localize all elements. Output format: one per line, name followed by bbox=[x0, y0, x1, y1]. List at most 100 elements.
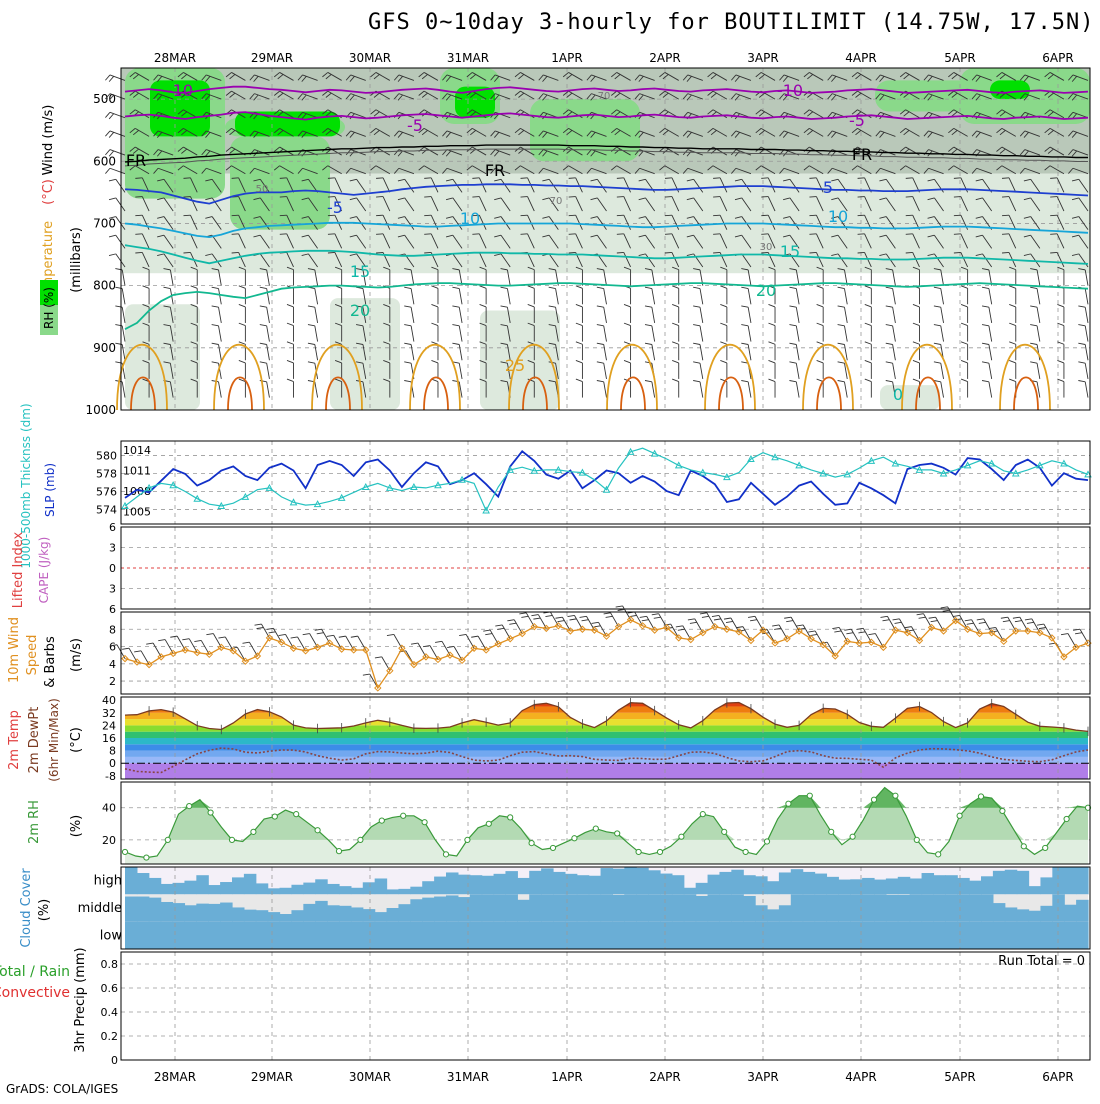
cloud-bar-middle bbox=[683, 894, 697, 922]
wind-barb bbox=[832, 93, 848, 100]
wind-barb-flag bbox=[334, 360, 342, 364]
wind-barb bbox=[671, 233, 680, 249]
wind-barb bbox=[699, 381, 704, 398]
rh-marker bbox=[271, 813, 278, 820]
wind-barb bbox=[591, 167, 607, 175]
wind-barb-flag bbox=[1071, 253, 1079, 257]
wind-barb-flag bbox=[567, 614, 575, 617]
wind-barb bbox=[506, 269, 511, 286]
wind-barb-flag bbox=[807, 74, 814, 80]
wind-barb bbox=[1001, 146, 1017, 156]
cloud-bar-low bbox=[874, 921, 887, 949]
wind-barb bbox=[699, 363, 704, 379]
wind-barb-flag bbox=[190, 304, 198, 308]
thickness-marker bbox=[698, 468, 707, 476]
wind-barb-flag bbox=[868, 633, 876, 636]
wind-barb bbox=[1084, 325, 1089, 342]
wind-barb-flag bbox=[686, 234, 694, 238]
wind-barb-flag bbox=[779, 167, 785, 174]
wind-barb-flag bbox=[713, 214, 721, 217]
wind-barb-flag bbox=[435, 640, 443, 643]
wind-barb bbox=[905, 165, 920, 175]
wind-barb bbox=[844, 344, 848, 361]
cloud-bar-middle bbox=[446, 895, 459, 922]
wind-barb bbox=[163, 216, 174, 230]
cloud-bar-low bbox=[743, 921, 756, 949]
wind-barb bbox=[741, 234, 752, 249]
wind-barb-flag bbox=[1047, 111, 1054, 117]
wind-barb-flag bbox=[238, 266, 246, 271]
cloud-bar-high bbox=[1052, 867, 1065, 895]
wind-barb-flag bbox=[268, 631, 276, 634]
thickness-marker bbox=[458, 475, 466, 483]
cloud-bar-high bbox=[410, 886, 423, 895]
cloud-bar-low bbox=[398, 921, 411, 949]
wind-barb-flag bbox=[479, 378, 487, 382]
date-label-bottom: 4APR bbox=[845, 1070, 876, 1084]
date-label-top: 28MAR bbox=[154, 51, 196, 65]
wind-speed-marker bbox=[723, 625, 731, 633]
contour-label: 25 bbox=[505, 356, 525, 375]
wind-barb-flag bbox=[542, 234, 550, 238]
wind-barb-flag bbox=[864, 266, 872, 271]
wind-barb-flag bbox=[923, 111, 929, 118]
wind-barb bbox=[308, 197, 318, 212]
wind-speed-marker bbox=[951, 616, 960, 625]
wind-barb-flag bbox=[755, 165, 762, 171]
wind-barb-flag bbox=[397, 178, 405, 182]
wind-barb-flag bbox=[1068, 111, 1074, 118]
wind-barb-flag bbox=[156, 94, 163, 101]
wind-barb-flag bbox=[316, 632, 324, 635]
wind-barb bbox=[286, 177, 294, 193]
wind-barb bbox=[121, 288, 126, 305]
cloud-bar-low bbox=[719, 921, 732, 949]
wind-barb-flag bbox=[857, 252, 865, 254]
wind-barb bbox=[555, 307, 559, 324]
wind-barb-flag bbox=[238, 304, 246, 308]
wind-barb-flag bbox=[672, 360, 679, 364]
wind-barb bbox=[382, 196, 391, 212]
wind-barb-flag bbox=[421, 74, 428, 80]
wind-barb-flag bbox=[1057, 341, 1065, 345]
wind-barb-flag bbox=[132, 130, 139, 136]
wind-barb bbox=[880, 130, 896, 137]
wind-barb bbox=[327, 165, 342, 175]
wind-barb bbox=[121, 269, 126, 286]
wind-barb bbox=[259, 197, 270, 212]
cloud-bar-high bbox=[541, 868, 554, 895]
wind-barb-flag bbox=[686, 178, 694, 182]
temp-contour-30 bbox=[130, 376, 156, 411]
cloud-bar-middle bbox=[755, 905, 768, 922]
wind-barb-flag bbox=[948, 72, 955, 78]
wind-barb-flag bbox=[623, 341, 631, 345]
wind-barb-flag bbox=[1019, 74, 1026, 81]
cloud-bar-middle bbox=[350, 907, 364, 922]
cloud-bar-high bbox=[719, 871, 732, 895]
wind-barb-flag bbox=[682, 130, 689, 137]
cloud-bar-high bbox=[660, 873, 673, 895]
rh-marker bbox=[849, 833, 856, 840]
wind-barb bbox=[478, 214, 487, 230]
wind-barb-flag bbox=[514, 165, 521, 171]
wind-barb-flag bbox=[686, 76, 692, 82]
wind-barb-flag bbox=[1009, 304, 1016, 308]
wind-barb bbox=[183, 128, 198, 137]
wind-barb bbox=[500, 178, 511, 193]
temp-tick-label: 8 bbox=[109, 745, 116, 758]
cloud-bar-low bbox=[957, 921, 970, 949]
wind-barb bbox=[664, 146, 679, 156]
wind-speed-marker bbox=[807, 635, 815, 643]
cloud-bar-middle bbox=[386, 908, 400, 922]
wind-barb bbox=[795, 307, 800, 324]
cloud-bar-low bbox=[457, 921, 471, 949]
wind-barb bbox=[809, 128, 824, 137]
wind-barb-flag bbox=[110, 644, 118, 647]
temp-contour-30 bbox=[816, 376, 842, 411]
wind-barb bbox=[795, 288, 800, 305]
wind-speed-marker bbox=[470, 644, 478, 652]
wind-barb bbox=[183, 146, 198, 156]
wind-barb bbox=[760, 72, 776, 81]
wind-barb bbox=[134, 90, 150, 100]
wind-barb-flag bbox=[242, 641, 250, 644]
